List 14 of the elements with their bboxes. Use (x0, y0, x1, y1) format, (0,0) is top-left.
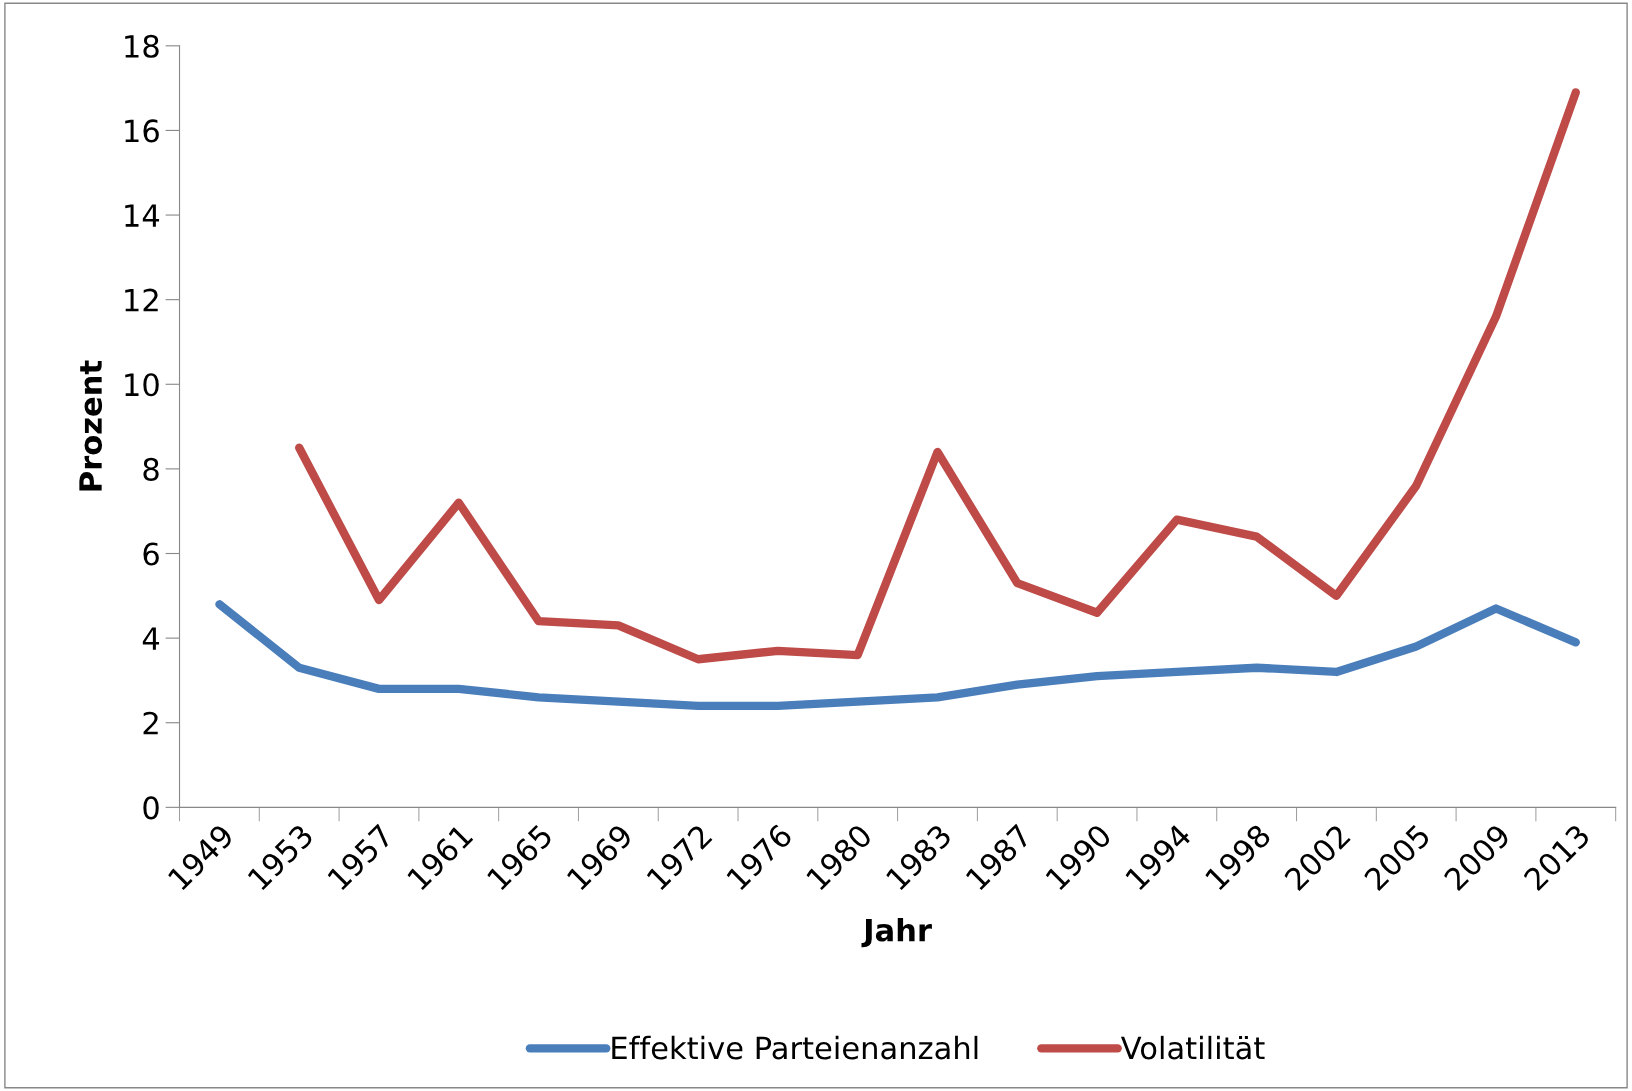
y-tick-label: 14 (125, 204, 160, 227)
legend-label: Effektive Parteienanzahl (612, 1035, 978, 1060)
y-tick-label: 0 (143, 796, 159, 820)
x-axis-title: Jahr (861, 917, 932, 948)
y-tick-label: 18 (125, 34, 159, 58)
y-tick-label: 10 (125, 373, 159, 397)
y-tick-label: 12 (125, 288, 158, 312)
legend-label: Volatilität (1120, 1035, 1265, 1060)
y-tick-label: 6 (143, 542, 159, 566)
y-tick-label: 2 (143, 711, 158, 735)
y-tick-label: 8 (143, 457, 159, 481)
y-tick-label: 4 (142, 627, 160, 650)
y-tick-label: 16 (125, 119, 159, 143)
y-axis-title: Prozent (79, 360, 103, 491)
